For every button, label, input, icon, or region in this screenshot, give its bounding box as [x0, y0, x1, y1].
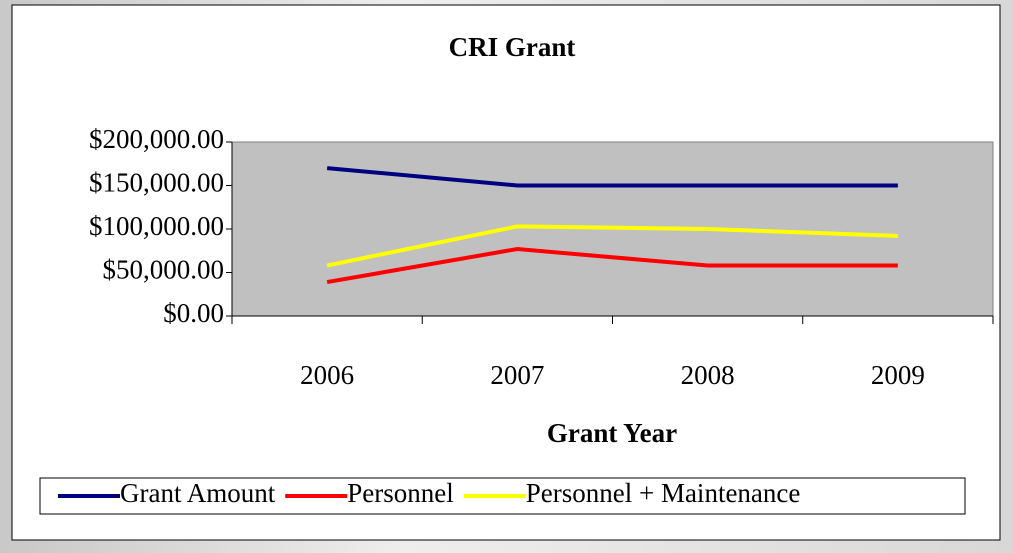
legend-label: Personnel + Maintenance	[526, 478, 801, 508]
y-tick-label: $200,000.00	[89, 124, 224, 154]
x-tick-label: 2008	[681, 360, 735, 390]
y-tick-label: $100,000.00	[89, 211, 224, 241]
series-line	[326, 224, 898, 268]
legend-label: Grant Amount	[120, 478, 276, 508]
series-line	[326, 166, 898, 188]
y-tick-label: $150,000.00	[89, 168, 224, 198]
chart-title: CRI Grant	[449, 32, 576, 62]
x-tick-label: 2007	[490, 360, 544, 390]
series-line	[326, 246, 898, 285]
legend-label: Personnel	[347, 478, 453, 508]
y-tick-label: $0.00	[163, 298, 224, 328]
x-axis-label: Grant Year	[547, 418, 677, 448]
y-tick-label: $50,000.00	[103, 255, 225, 285]
x-tick-label: 2006	[300, 360, 354, 390]
x-tick-label: 2009	[871, 360, 925, 390]
